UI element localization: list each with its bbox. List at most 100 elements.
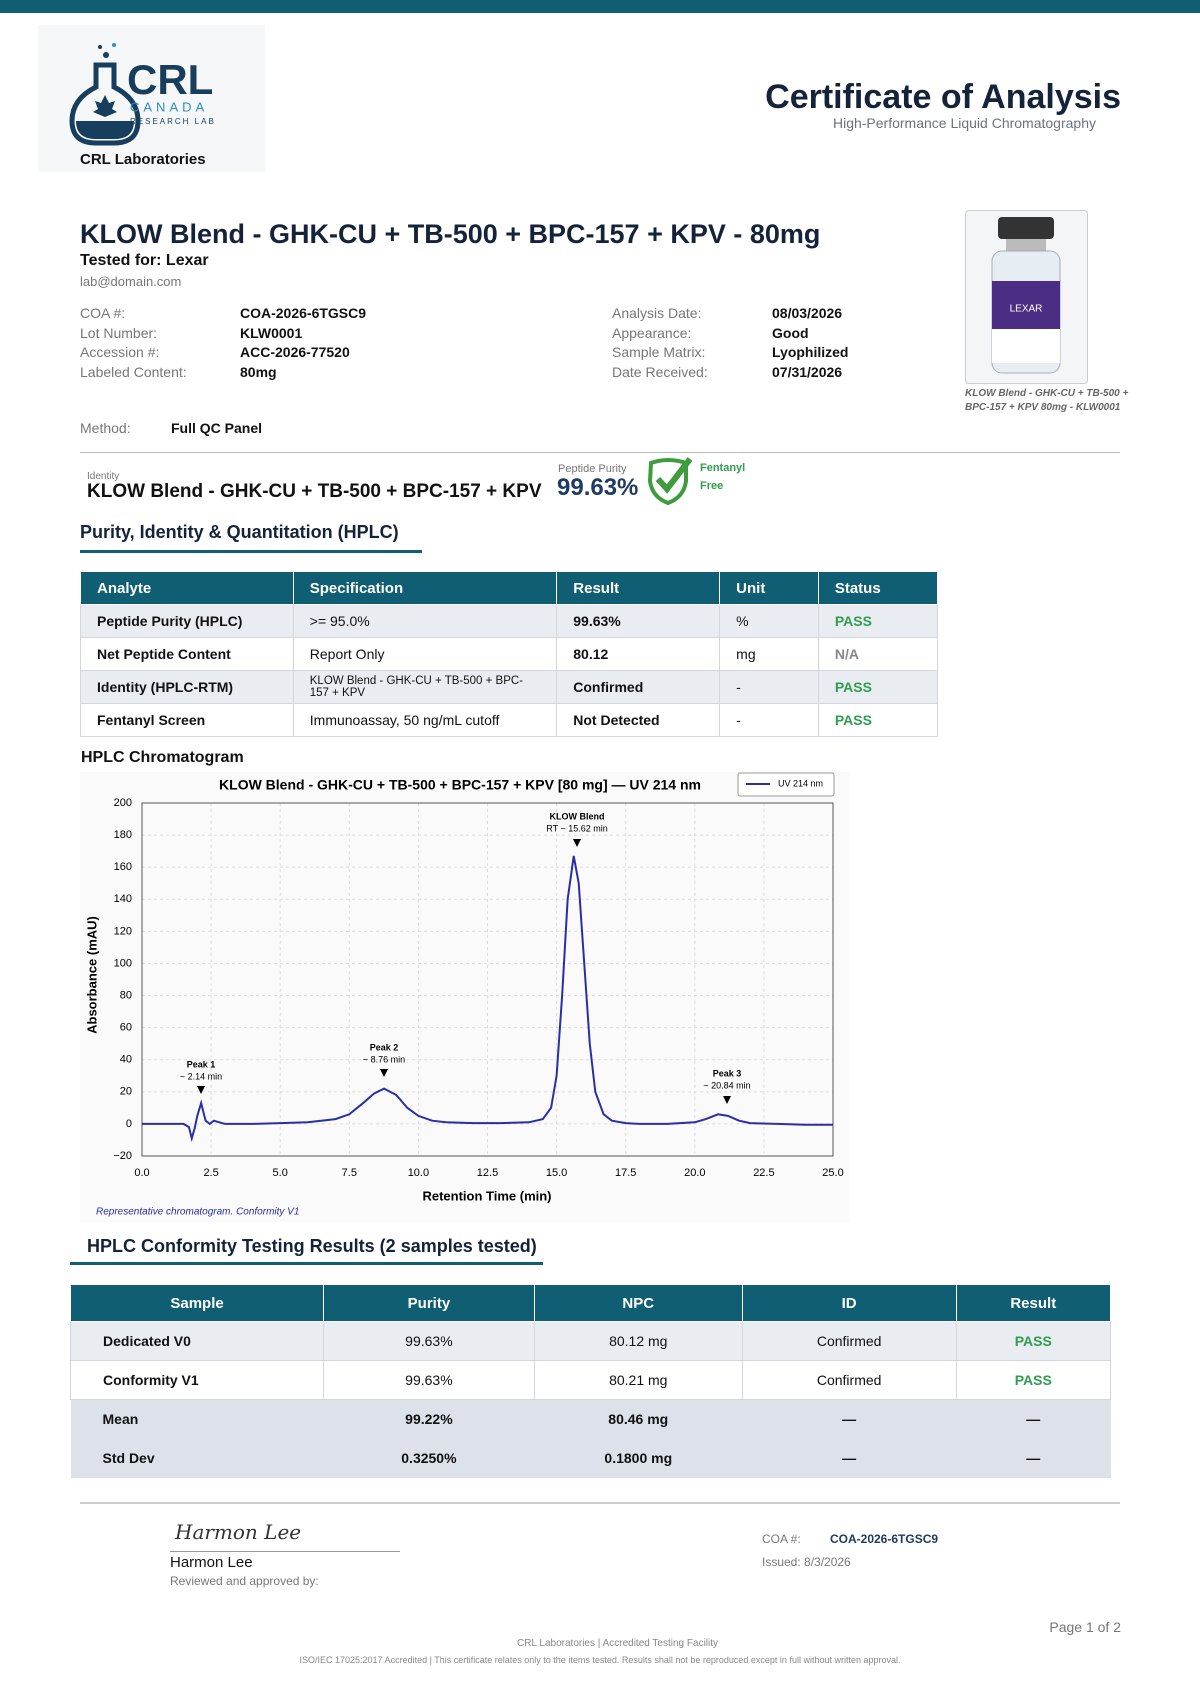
y-tick-label: 80 [120, 989, 132, 1001]
vial-photo: LEXAR [965, 210, 1088, 384]
coa-label: COA #: [762, 1532, 801, 1546]
table-cell: Conformity V1 [69, 1360, 325, 1400]
method: Full QC Panel [171, 420, 263, 436]
table-cell: mg [719, 637, 819, 671]
y-tick-label: 160 [114, 861, 132, 873]
hplc-table: Analyte Specification Result Unit Status Pept… [80, 571, 939, 737]
info-value: KLW0001 [240, 324, 303, 341]
vial-brand: LEXAR [1010, 304, 1043, 315]
table-cell: PASS [817, 604, 939, 638]
header-cell: Result [556, 571, 721, 605]
header-cell: ID [741, 1284, 957, 1322]
chart-bg [80, 772, 850, 1222]
section-underline [70, 1262, 543, 1265]
table-row: Fentanyl Screen Immunoassay, 50 ng/mL cut… [80, 703, 939, 737]
signer: Harmon Lee [170, 1554, 253, 1571]
issued: Issued: 8/3/2026 [762, 1555, 851, 1569]
table-cell: PASS [817, 703, 939, 737]
table-cell: PASS [817, 670, 939, 704]
annotation-label: KLOW Blend [550, 811, 605, 821]
info-value: Good [772, 324, 809, 341]
header-row: Analyte Specification Result Unit Status [80, 571, 939, 605]
info-label: Labeled Content: [80, 364, 187, 381]
table-cell: 80.46 mg [608, 1411, 669, 1428]
logo-line: RESEARCH LAB [130, 117, 216, 126]
header-cell: Status [817, 571, 939, 605]
info-label: Date Received: [612, 364, 708, 381]
x-tick-label: 20.0 [684, 1167, 705, 1179]
table-cell: 99.22% [405, 1411, 453, 1428]
identity: KLOW Blend - GHK-CU + TB-500 + BPC-157 +… [87, 481, 542, 502]
annotation-text: ~ 20.84 min [703, 1080, 750, 1090]
x-tick-label: 5.0 [273, 1167, 288, 1179]
header-cell: Result [955, 1284, 1112, 1322]
annotation-arrow [380, 1069, 388, 1077]
table-row: Conformity V1 99.63% 80.21 mg Confirmed PASS [69, 1360, 1112, 1400]
annotation-arrow [197, 1086, 205, 1094]
table-cell: — [1026, 1450, 1041, 1466]
lab-name: CRL Laboratories [80, 151, 206, 168]
section-underline [80, 550, 422, 553]
table-cell: Confirmed [741, 1321, 957, 1361]
table-cell: % [719, 604, 819, 638]
x-tick-label: 25.0 [822, 1167, 843, 1179]
table-cell: — [1026, 1411, 1041, 1428]
image-caption: KLOW Blend - GHK-CU + TB-500 + BPC-157 +… [965, 388, 1129, 413]
check-badge [647, 457, 692, 505]
info-value: ACC-2026-77520 [240, 344, 350, 361]
header-cell: Purity [323, 1284, 535, 1322]
table-cell: - [719, 670, 819, 704]
table-row: Dedicated V0 99.63% 80.12 mg Confirmed PASS [69, 1321, 1112, 1361]
table-cell: KLOW Blend - GHK-CU + TB-500 + BPC-157 +… [292, 670, 558, 704]
page-number: Page 1 of 2 [1049, 1619, 1121, 1635]
logo-box: CRL CANADA RESEARCH LAB CRL Laboratories [38, 25, 265, 172]
table-cell: PASS [955, 1321, 1112, 1361]
header-cell: Sample [69, 1284, 325, 1322]
header-cell: Unit [719, 571, 819, 605]
footer-line: CRL Laboratories | Accredited Testing Fa… [516, 1638, 719, 1649]
product-name: KLOW Blend - GHK-CU + TB-500 + BPC-157 +… [80, 219, 821, 249]
header-cell: NPC [533, 1284, 743, 1322]
table-cell: — [842, 1450, 857, 1466]
x-tick-label: 7.5 [342, 1167, 357, 1179]
section-title: HPLC Conformity Testing Results (2 sampl… [87, 1236, 537, 1256]
x-tick-label: 12.5 [477, 1167, 498, 1179]
y-tick-label: 140 [114, 893, 132, 905]
table-cell: 80.21 mg [533, 1360, 743, 1400]
annotation-arrow [573, 839, 581, 847]
table-cell: Std Dev [102, 1450, 155, 1466]
x-tick-label: 2.5 [203, 1167, 218, 1179]
info-value: COA-2026-6TGSC9 [240, 305, 367, 321]
annotation-label: Peak 2 [370, 1042, 399, 1052]
footer-line: ISO/IEC 17025:2017 Accredited | This cer… [299, 1655, 901, 1665]
purity: 99.63% [557, 474, 639, 501]
x-tick-label: 22.5 [753, 1167, 774, 1179]
divider [80, 1502, 1120, 1504]
chromatogram-heading: HPLC Chromatogram [81, 749, 244, 766]
x-tick-label: 10.0 [408, 1167, 429, 1179]
legend-label: UV 214 nm [778, 778, 823, 788]
identity-label: Identity [87, 471, 120, 482]
tested-for: Tested for: Lexar [80, 252, 209, 269]
y-tick-label: 20 [120, 1086, 132, 1098]
plot-frame [141, 802, 834, 1157]
vial: LEXAR [991, 217, 1061, 374]
info-label: Analysis Date: [612, 305, 702, 321]
info-value: 80mg [240, 364, 277, 381]
annotation-label: Peak 3 [713, 1068, 742, 1078]
header-cell: Analyte [80, 571, 294, 605]
table-cell: Immunoassay, 50 ng/mL cutoff [292, 703, 558, 737]
table-cell: PASS [955, 1360, 1112, 1400]
signature: Harmon Lee [175, 1520, 302, 1544]
info-value: Lyophilized [772, 344, 849, 361]
info-label: Accession #: [80, 344, 160, 361]
y-tick-label: 180 [114, 829, 132, 841]
y-tick-label: 120 [114, 925, 132, 937]
divider [80, 452, 1120, 453]
badge-text: Fentanyl [700, 462, 746, 474]
table-cell: Dedicated V0 [69, 1321, 325, 1361]
y-tick-label: 40 [120, 1054, 132, 1066]
y-tick-label: 0 [126, 1118, 132, 1130]
stats-row: Std Dev 0.3250% 0.1800 mg — — [70, 1438, 1111, 1478]
coa: COA-2026-6TGSC9 [830, 1532, 939, 1546]
